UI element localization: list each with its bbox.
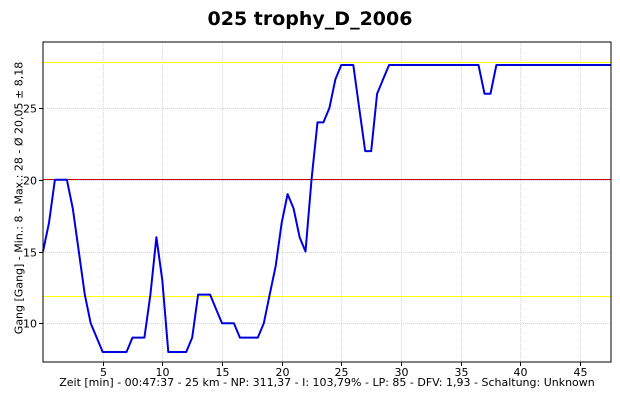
grid-lines — [43, 42, 611, 362]
y-tick-label: 25 — [23, 103, 37, 116]
axis-ticks: 5 10 15 20 25 30 35 40 45 10 15 20 25 — [23, 103, 588, 380]
x-tick-label: 5 — [100, 366, 107, 379]
reference-lines — [43, 62, 611, 297]
x-tick-label: 45 — [574, 366, 588, 379]
x-tick-label: 15 — [216, 366, 230, 379]
x-tick-label: 40 — [514, 366, 528, 379]
gear-series-line — [42, 64, 611, 353]
y-tick-label: 10 — [23, 318, 37, 331]
plot-frame — [42, 41, 612, 363]
x-tick-label: 25 — [335, 366, 349, 379]
y-tick-label: 20 — [23, 175, 37, 188]
series-layer — [42, 64, 611, 353]
y-tick-label: 15 — [23, 247, 37, 260]
x-tick-label: 20 — [276, 366, 290, 379]
chart-title: 025 trophy_D_2006 — [207, 8, 413, 30]
x-tick-label: 35 — [455, 366, 469, 379]
x-tick-label: 30 — [395, 366, 409, 379]
x-axis-label: Zeit [min] - 00:47:37 - 25 km - NP: 311,… — [59, 376, 595, 389]
x-tick-label: 10 — [156, 366, 170, 379]
